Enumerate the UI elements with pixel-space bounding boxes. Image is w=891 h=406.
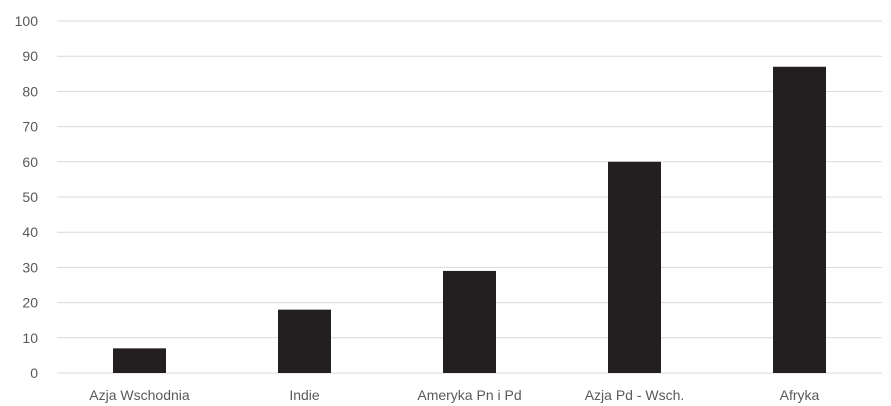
bar — [773, 66, 826, 373]
y-tick-label: 60 — [22, 154, 38, 170]
bar — [443, 270, 496, 373]
bar — [113, 348, 166, 373]
y-tick-label: 80 — [22, 83, 38, 99]
y-tick-label: 0 — [30, 365, 38, 381]
x-category-label: Indie — [289, 387, 320, 403]
bar — [608, 161, 661, 373]
y-tick-label: 40 — [22, 224, 38, 240]
y-tick-label: 10 — [22, 330, 38, 346]
y-tick-label: 70 — [22, 119, 38, 135]
y-tick-label: 20 — [22, 295, 38, 311]
y-tick-label: 50 — [22, 189, 38, 205]
x-category-label: Azja Wschodnia — [89, 387, 190, 403]
y-tick-label: 90 — [22, 48, 38, 64]
y-tick-label: 100 — [15, 13, 39, 29]
bars — [113, 66, 826, 373]
x-category-label: Ameryka Pn i Pd — [417, 387, 521, 403]
gridlines — [57, 20, 882, 374]
y-tick-label: 30 — [22, 259, 38, 275]
x-category-label: Azja Pd - Wsch. — [585, 387, 685, 403]
x-category-label: Afryka — [780, 387, 820, 403]
bar — [278, 309, 331, 373]
x-axis-category-labels: Azja Wschodnia Indie Ameryka Pn i Pd Azja P… — [89, 387, 819, 403]
y-axis-tick-labels: 0 10 20 30 40 50 60 70 80 90 100 — [15, 13, 39, 381]
